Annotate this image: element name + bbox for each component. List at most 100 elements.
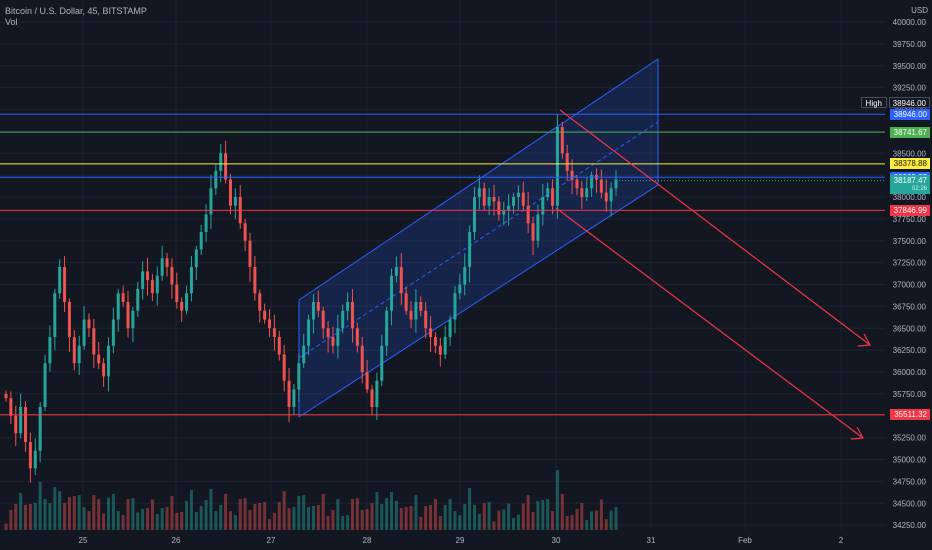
volume-bar (521, 503, 525, 530)
price-tick-label: 36500.00 (893, 324, 927, 333)
volume-bar (541, 500, 545, 530)
volume-bar (82, 507, 86, 530)
candle-body (560, 127, 564, 154)
candle-body (258, 293, 262, 311)
candle-body (175, 284, 179, 302)
volume-bar (599, 499, 603, 530)
volume-bar (4, 523, 8, 530)
candle-body (502, 210, 506, 215)
volume-bar (590, 511, 594, 530)
volume-bar (146, 508, 150, 530)
candle-body (126, 302, 130, 329)
volume-bar (346, 515, 350, 530)
candle-body (429, 328, 433, 337)
volume-bar (463, 504, 467, 530)
candle-body (189, 267, 193, 294)
volume-bar (102, 513, 106, 530)
candle-body (336, 328, 340, 346)
candle-body (590, 175, 594, 189)
volume-bar (38, 482, 42, 530)
candle-body (565, 153, 569, 171)
volume-bar (292, 507, 296, 530)
time-tick-label: Feb (738, 536, 752, 545)
candle-body (48, 337, 52, 364)
volume-bar (150, 499, 154, 530)
volume-bar (414, 495, 418, 530)
candle-body (97, 354, 101, 364)
candle-body (311, 302, 315, 320)
volume-bar (482, 503, 486, 530)
candle-body (248, 240, 252, 267)
volume-bar (87, 511, 91, 530)
volume-bar (575, 509, 579, 530)
volume-bar (433, 499, 437, 530)
volume-bar (253, 504, 257, 530)
bar-countdown: 02:26 (911, 185, 927, 192)
level-price-label: 38741.67 (890, 126, 930, 138)
volume-bar (614, 507, 618, 530)
candle-body (326, 328, 330, 337)
candlestick-series (4, 114, 618, 483)
candle-body (102, 363, 106, 377)
candle-body (414, 302, 418, 320)
candle-body (551, 188, 555, 206)
candle-body (497, 201, 501, 215)
candle-body (253, 267, 257, 294)
volume-bar (472, 505, 476, 530)
candle-body (575, 179, 579, 189)
level-price-label: 38378.88 (890, 158, 930, 170)
level-price-label: 38946.00 (890, 108, 930, 120)
price-tick-label: 35250.00 (893, 434, 927, 443)
volume-bar (555, 470, 559, 530)
volume-legend: Vol (5, 17, 18, 27)
volume-bar (502, 509, 506, 530)
price-tick-label: 35750.00 (893, 390, 927, 399)
volume-bar (170, 496, 174, 530)
arrow-line-upper (559, 109, 871, 346)
volume-bar (365, 509, 369, 530)
candle-body (92, 328, 96, 355)
candle-body (287, 380, 291, 407)
volume-bar (233, 515, 237, 530)
price-tick-label: 37750.00 (893, 215, 927, 224)
candle-body (512, 197, 516, 206)
volume-bar (175, 513, 179, 530)
candle-body (282, 354, 286, 381)
volume-bar (263, 502, 267, 530)
candle-body (443, 337, 447, 355)
candle-body (19, 407, 23, 434)
candle-body (292, 389, 296, 407)
volume-bar (580, 503, 584, 530)
candle-body (453, 293, 457, 320)
candle-body (106, 345, 110, 377)
candle-body (82, 319, 86, 346)
volume-bar (9, 510, 13, 530)
symbol-legend[interactable]: Bitcoin / U.S. Dollar, 45, BITSTAMP Vol (5, 6, 147, 28)
level-price-label: 37846.99 (890, 204, 930, 216)
candle-body (399, 267, 403, 294)
channel-median-line (298, 121, 659, 359)
price-tick-label: 38500.00 (893, 149, 927, 158)
candle-body (263, 310, 267, 320)
candle-body (116, 293, 120, 320)
volume-bar (185, 501, 189, 530)
arrow-head-upper (857, 333, 871, 347)
candle-body (170, 267, 174, 285)
candle-body (185, 293, 189, 311)
candle-body (404, 293, 408, 311)
candle-body (468, 232, 472, 267)
volume-bar (131, 498, 135, 530)
candle-body (487, 197, 491, 206)
volume-bar (468, 488, 472, 530)
candle-body (9, 398, 13, 416)
candle-body (28, 442, 32, 469)
volume-bar (438, 516, 442, 530)
volume-bar (277, 502, 281, 530)
candle-body (424, 310, 428, 329)
volume-bar (492, 521, 496, 530)
volume-bar (92, 495, 96, 530)
volume-bar (116, 511, 120, 530)
candle-body (482, 188, 486, 206)
candle-body (360, 345, 364, 372)
